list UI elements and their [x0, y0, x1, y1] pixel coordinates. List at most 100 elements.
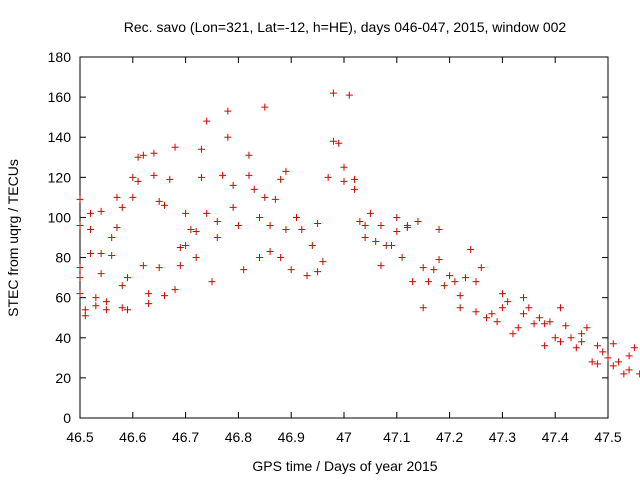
- data-point: [118, 282, 126, 290]
- data-point: [81, 312, 89, 320]
- data-point: [630, 344, 638, 352]
- data-point: [345, 91, 353, 99]
- data-point: [245, 151, 253, 159]
- data-point: [76, 221, 84, 229]
- data-point: [234, 221, 242, 229]
- data-point: [124, 306, 132, 314]
- data-point: [182, 242, 190, 250]
- x-tick-label: 47.1: [383, 429, 410, 445]
- data-point: [551, 334, 559, 342]
- data-point: [113, 193, 121, 201]
- data-point: [287, 266, 295, 274]
- data-point: [477, 264, 485, 272]
- data-point: [308, 242, 316, 250]
- data-point: [145, 290, 153, 298]
- x-tick-label: 46.8: [225, 429, 252, 445]
- data-point: [414, 217, 422, 225]
- data-point: [329, 137, 337, 145]
- y-tick-label: 40: [55, 330, 71, 346]
- data-point: [388, 242, 396, 250]
- data-point: [556, 304, 564, 312]
- chart-title: Rec. savo (Lon=321, Lat=-12, h=HE), days…: [124, 19, 567, 35]
- data-point: [461, 274, 469, 282]
- data-point: [282, 167, 290, 175]
- data-point: [208, 278, 216, 286]
- data-point: [340, 163, 348, 171]
- data-point: [435, 256, 443, 264]
- data-point: [160, 201, 168, 209]
- data-point: [419, 304, 427, 312]
- data-point: [520, 310, 528, 318]
- data-point: [271, 195, 279, 203]
- data-point: [498, 304, 506, 312]
- x-axis-label: GPS time / Days of year 2015: [252, 458, 437, 474]
- data-point: [593, 342, 601, 350]
- data-point: [615, 358, 623, 366]
- y-tick-label: 80: [55, 250, 71, 266]
- data-point: [203, 209, 211, 217]
- data-point: [472, 308, 480, 316]
- data-point: [498, 290, 506, 298]
- data-point: [398, 254, 406, 262]
- data-point: [472, 278, 480, 286]
- data-point: [277, 175, 285, 183]
- data-point: [155, 197, 163, 205]
- y-tick-label: 140: [48, 129, 72, 145]
- data-point: [166, 175, 174, 183]
- data-point: [609, 340, 617, 348]
- x-tick-label: 47.3: [489, 429, 516, 445]
- data-point: [593, 360, 601, 368]
- data-point: [525, 304, 533, 312]
- data-point: [192, 227, 200, 235]
- data-point: [520, 294, 528, 302]
- y-tick-label: 20: [55, 370, 71, 386]
- data-point: [578, 330, 586, 338]
- x-tick-label: 47.2: [436, 429, 463, 445]
- data-point: [155, 264, 163, 272]
- data-point: [76, 264, 84, 272]
- data-point: [261, 103, 269, 111]
- data-point: [446, 272, 454, 280]
- data-point: [102, 306, 110, 314]
- x-tick-label: 46.9: [278, 429, 305, 445]
- y-tick-label: 100: [48, 209, 72, 225]
- data-point: [160, 292, 168, 300]
- data-point: [118, 304, 126, 312]
- data-point: [351, 175, 359, 183]
- data-point: [625, 366, 633, 374]
- y-tick-label: 160: [48, 89, 72, 105]
- data-point: [583, 324, 591, 332]
- data-point: [340, 177, 348, 185]
- data-point: [118, 203, 126, 211]
- data-point: [567, 334, 575, 342]
- data-point: [224, 133, 232, 141]
- data-point: [76, 195, 84, 203]
- data-point: [303, 272, 311, 280]
- data-point: [197, 145, 205, 153]
- data-point: [134, 153, 142, 161]
- data-point: [546, 318, 554, 326]
- data-point: [556, 338, 564, 346]
- data-point: [87, 209, 95, 217]
- data-point: [176, 244, 184, 252]
- x-tick-label: 46.6: [119, 429, 146, 445]
- y-tick-label: 120: [48, 169, 72, 185]
- data-point: [76, 290, 84, 298]
- x-tick-label: 47: [336, 429, 352, 445]
- data-point: [250, 185, 258, 193]
- data-point: [514, 324, 522, 332]
- data-point: [424, 278, 432, 286]
- data-point: [324, 173, 332, 181]
- data-point: [541, 342, 549, 350]
- data-point: [620, 370, 628, 378]
- data-point: [504, 298, 512, 306]
- data-point: [87, 250, 95, 258]
- data-point: [572, 344, 580, 352]
- data-point: [393, 213, 401, 221]
- data-point: [329, 89, 337, 97]
- data-point: [377, 221, 385, 229]
- data-point: [266, 248, 274, 256]
- data-point: [488, 310, 496, 318]
- data-point: [219, 171, 227, 179]
- data-point: [261, 193, 269, 201]
